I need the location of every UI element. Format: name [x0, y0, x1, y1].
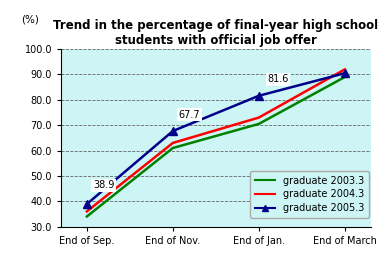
Text: (%): (%) [22, 14, 39, 25]
Line: graduate 2004.3: graduate 2004.3 [87, 69, 345, 211]
graduate 2005.3 [343, 72, 347, 75]
Legend: graduate 2003.3, graduate 2004.3, graduate 2005.3: graduate 2003.3, graduate 2004.3, gradua… [251, 171, 369, 218]
graduate 2004.3 [256, 116, 261, 119]
graduate 2005.3 [170, 129, 175, 133]
Line: graduate 2003.3: graduate 2003.3 [87, 77, 345, 216]
graduate 2004.3 [343, 68, 347, 71]
graduate 2003.3 [85, 215, 89, 218]
Title: Trend in the percentage of final-year high school
students with official job off: Trend in the percentage of final-year hi… [53, 19, 379, 47]
graduate 2003.3 [170, 146, 175, 150]
graduate 2003.3 [343, 75, 347, 79]
graduate 2004.3 [85, 210, 89, 213]
Text: 81.6: 81.6 [267, 74, 289, 84]
graduate 2005.3 [256, 94, 261, 97]
Text: 67.7: 67.7 [179, 110, 201, 120]
graduate 2004.3 [170, 141, 175, 145]
graduate 2003.3 [256, 122, 261, 126]
graduate 2005.3 [85, 202, 89, 206]
Line: graduate 2005.3: graduate 2005.3 [83, 69, 349, 208]
Text: 38.9: 38.9 [93, 180, 114, 190]
